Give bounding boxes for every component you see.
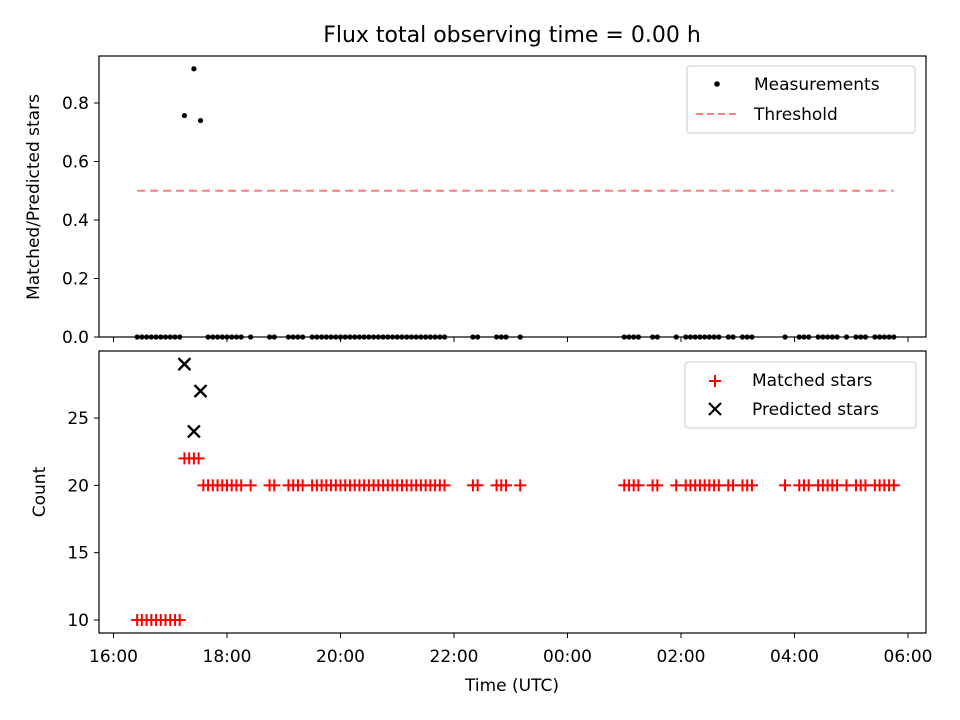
bottom-x-axis-label: Time (UTC): [464, 676, 559, 696]
predicted-stars-legend-marker: [708, 402, 722, 416]
matched-star-point: [173, 614, 186, 626]
top-axes-frame: [98, 55, 927, 338]
matched-star-point: [192, 452, 205, 465]
bottom-x-tick-label: 02:00: [657, 647, 706, 667]
predicted-star-point: [193, 384, 208, 398]
matched-star-point: [651, 479, 664, 492]
measurement-point: [197, 117, 204, 124]
matched-stars-legend-marker: [709, 375, 721, 387]
top-y-axis-label: Matched/Predicted stars: [24, 94, 44, 300]
bottom-x-tick-label: 20:00: [316, 647, 365, 667]
top-y-tick-label: 0.0: [62, 328, 89, 348]
bottom-y-axis: 10 15 20 25: [67, 409, 99, 631]
matched-star-point: [887, 479, 900, 492]
matched-star-point: [438, 479, 451, 492]
matched-star-point: [268, 479, 281, 492]
legend-label-matched-stars: Matched stars: [752, 371, 872, 391]
bottom-x-tick-label: 00:00: [543, 647, 592, 667]
matched-star-point: [244, 479, 257, 492]
bottom-y-tick-label: 15: [67, 544, 89, 564]
predicted-star-point: [187, 424, 201, 439]
matched-star-point: [779, 479, 792, 492]
top-legend: Measurements Threshold: [686, 65, 916, 134]
measurement-point: [181, 112, 188, 119]
bottom-legend-box: [684, 361, 917, 429]
bottom-legend: Matched stars Predicted stars: [684, 361, 917, 429]
bottom-x-tick-label: 06:00: [884, 647, 933, 667]
bottom-y-tick-label: 10: [67, 611, 89, 631]
chart-title: Flux total observing time = 0.00 h: [323, 23, 701, 48]
legend-label-predicted-stars: Predicted stars: [752, 400, 879, 420]
bottom-x-tick-label: 16:00: [89, 647, 138, 667]
top-y-tick-label: 0.6: [62, 153, 89, 173]
top-y-tick-label: 0.8: [62, 94, 89, 114]
top-legend-box: [686, 65, 916, 134]
matched-star-point: [632, 479, 645, 492]
matched-star-point: [745, 479, 758, 492]
measurement-point: [191, 66, 197, 72]
top-y-tick-label: 0.4: [62, 211, 89, 231]
top-y-tick-label: 0.2: [62, 270, 89, 290]
matched-star-point: [500, 479, 513, 492]
legend-label-threshold: Threshold: [753, 105, 838, 125]
bottom-y-tick-label: 20: [67, 476, 89, 496]
predicted-star-point: [177, 357, 192, 371]
bottom-x-tick-label: 04:00: [770, 647, 819, 667]
bottom-x-axis: 16:00 18:00 20:00 22:00 00:00 02:00 04:00 06:00: [89, 633, 933, 667]
top-x-axis-ticks: [113, 337, 909, 342]
matched-star-point: [514, 479, 527, 492]
matched-star-point: [471, 479, 484, 492]
measurements-legend-marker: [714, 81, 720, 87]
bottom-y-tick-label: 25: [67, 409, 89, 429]
top-y-axis: 0.0 0.2 0.4 0.6 0.8: [62, 94, 99, 348]
bottom-x-tick-label: 22:00: [430, 647, 479, 667]
legend-label-measurements: Measurements: [754, 75, 880, 95]
bottom-x-tick-label: 18:00: [203, 647, 252, 667]
bottom-y-axis-label: Count: [30, 466, 50, 517]
bottom-plot-area: [131, 357, 900, 626]
bottom-axes-frame: [98, 350, 927, 634]
